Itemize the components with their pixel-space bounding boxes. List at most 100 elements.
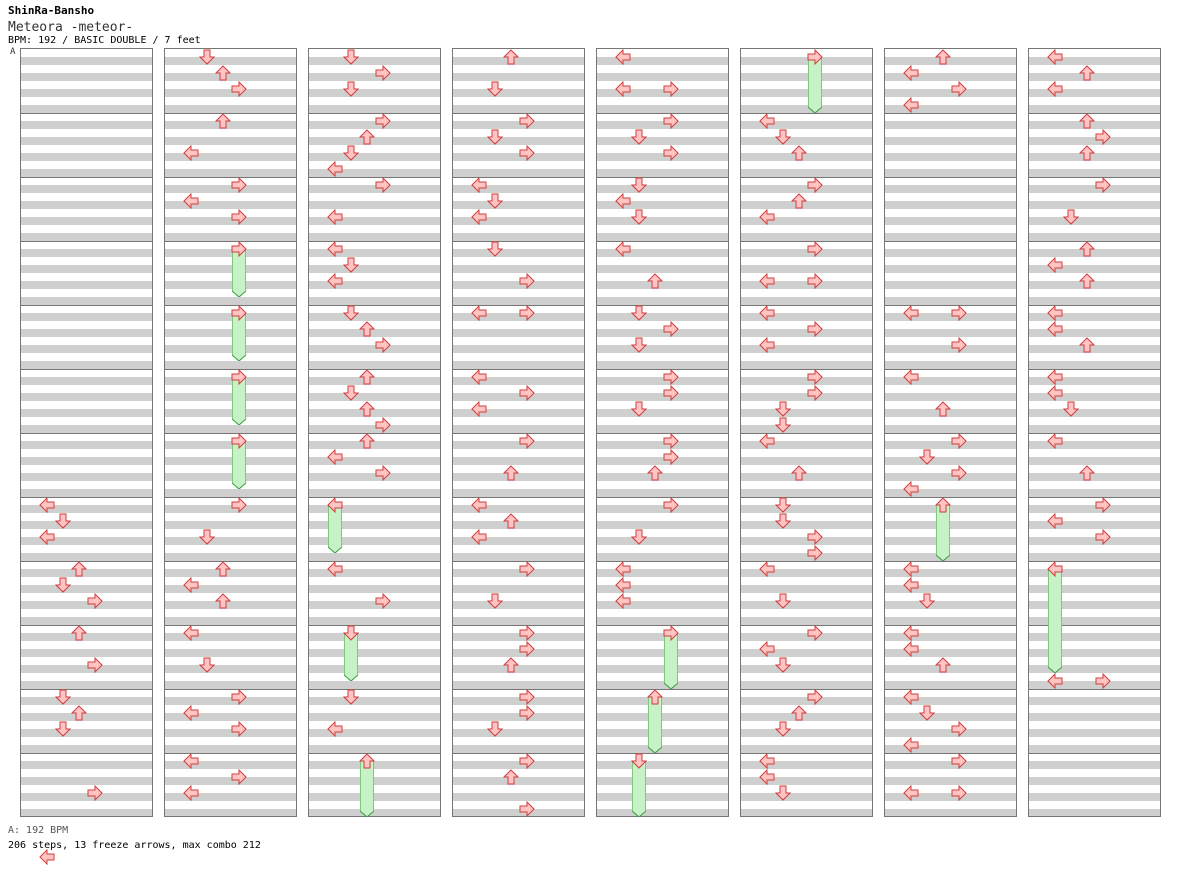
step-arrow-right-icon (1095, 128, 1111, 146)
bar-line (453, 689, 584, 690)
bar-line (597, 753, 728, 754)
step-arrow-right-icon (231, 496, 247, 514)
step-arrow-right-icon (807, 240, 823, 258)
bar-line (885, 561, 1016, 562)
step-arrow-right-icon (519, 640, 535, 658)
bar-line (21, 625, 152, 626)
step-arrow-up-icon (358, 129, 376, 145)
step-arrow-down-icon (486, 129, 504, 145)
bar-line (309, 753, 440, 754)
bar-line (741, 497, 872, 498)
step-arrow-down-icon (630, 401, 648, 417)
step-arrow-left-icon (903, 784, 919, 802)
step-arrow-right-icon (807, 320, 823, 338)
bar-line (453, 305, 584, 306)
step-arrow-up-icon (214, 561, 232, 577)
bar-line (1029, 497, 1160, 498)
step-arrow-left-icon (39, 528, 55, 546)
step-arrow-right-icon (663, 384, 679, 402)
step-arrow-left-icon (327, 272, 343, 290)
step-arrow-right-icon (519, 144, 535, 162)
bar-line (309, 497, 440, 498)
bar-line (165, 177, 296, 178)
step-arrow-left-icon (903, 640, 919, 658)
step-arrow-up-icon (790, 705, 808, 721)
step-arrow-right-icon (231, 240, 247, 258)
step-arrow-left-icon (1047, 304, 1063, 322)
step-arrow-left-icon (759, 272, 775, 290)
step-arrow-left-icon (327, 560, 343, 578)
bar-line (309, 561, 440, 562)
bar-line (885, 113, 1016, 114)
measure-column-3 (308, 48, 441, 818)
step-arrow-down-icon (198, 49, 216, 65)
bar-line (165, 305, 296, 306)
step-arrow-down-icon (774, 497, 792, 513)
step-arrow-up-icon (790, 145, 808, 161)
bar-line (741, 561, 872, 562)
step-arrow-left-icon (183, 576, 199, 594)
step-arrow-left-icon (1047, 432, 1063, 450)
step-arrow-right-icon (519, 272, 535, 290)
freeze-arrow (631, 760, 647, 821)
bar-line (453, 497, 584, 498)
step-arrow-right-icon (375, 176, 391, 194)
bar-line (309, 625, 440, 626)
chart-info: BPM: 192 / BASIC DOUBLE / 7 feet (8, 35, 201, 46)
step-arrow-right-icon (663, 496, 679, 514)
step-arrow-left-icon (471, 528, 487, 546)
step-arrow-down-icon (342, 145, 360, 161)
step-arrow-down-icon (1062, 209, 1080, 225)
measure-column-4 (452, 48, 585, 818)
bar-line (741, 625, 872, 626)
step-arrow-left-icon (183, 624, 199, 642)
step-arrow-right-icon (519, 304, 535, 322)
measure-column-8 (1028, 48, 1161, 817)
step-arrow-right-icon (663, 368, 679, 386)
step-arrow-right-icon (231, 688, 247, 706)
measure-column-6 (740, 48, 873, 817)
bpm-marker: A (10, 47, 16, 57)
step-arrow-left-icon (615, 560, 631, 578)
step-arrow-right-icon (663, 320, 679, 338)
bar-line (885, 369, 1016, 370)
step-arrow-down-icon (774, 785, 792, 801)
step-arrow-down-icon (918, 593, 936, 609)
bar-line (309, 305, 440, 306)
step-arrow-up-icon (1078, 241, 1096, 257)
step-arrow-up-icon (1078, 65, 1096, 81)
step-arrow-left-icon (903, 480, 919, 498)
bar-line (453, 177, 584, 178)
step-arrow-left-icon (759, 336, 775, 354)
step-arrow-left-icon (471, 208, 487, 226)
step-arrow-right-icon (1095, 672, 1111, 690)
step-arrow-right-icon (951, 784, 967, 802)
step-arrow-left-icon (327, 448, 343, 466)
step-arrow-right-icon (951, 80, 967, 98)
step-arrow-right-icon (951, 752, 967, 770)
bar-line (597, 433, 728, 434)
step-arrow-left-icon (903, 576, 919, 594)
bar-line (1029, 625, 1160, 626)
bar-line (21, 753, 152, 754)
step-arrow-down-icon (630, 177, 648, 193)
step-arrow-up-icon (1078, 145, 1096, 161)
freeze-arrow (663, 632, 679, 693)
step-arrow-down-icon (774, 657, 792, 673)
step-arrow-right-icon (375, 64, 391, 82)
step-arrow-right-icon (807, 624, 823, 642)
step-arrow-down-icon (342, 385, 360, 401)
step-arrow-right-icon (663, 432, 679, 450)
step-arrow-up-icon (502, 465, 520, 481)
bar-line (21, 689, 152, 690)
bar-line (597, 369, 728, 370)
step-arrow-right-icon (807, 384, 823, 402)
step-arrow-down-icon (342, 625, 360, 641)
step-arrow-down-icon (630, 129, 648, 145)
step-arrow-right-icon (375, 464, 391, 482)
step-arrow-down-icon (54, 689, 72, 705)
step-arrow-right-icon (519, 800, 535, 818)
bar-line (597, 177, 728, 178)
step-arrow-down-icon (774, 129, 792, 145)
bar-line (21, 241, 152, 242)
